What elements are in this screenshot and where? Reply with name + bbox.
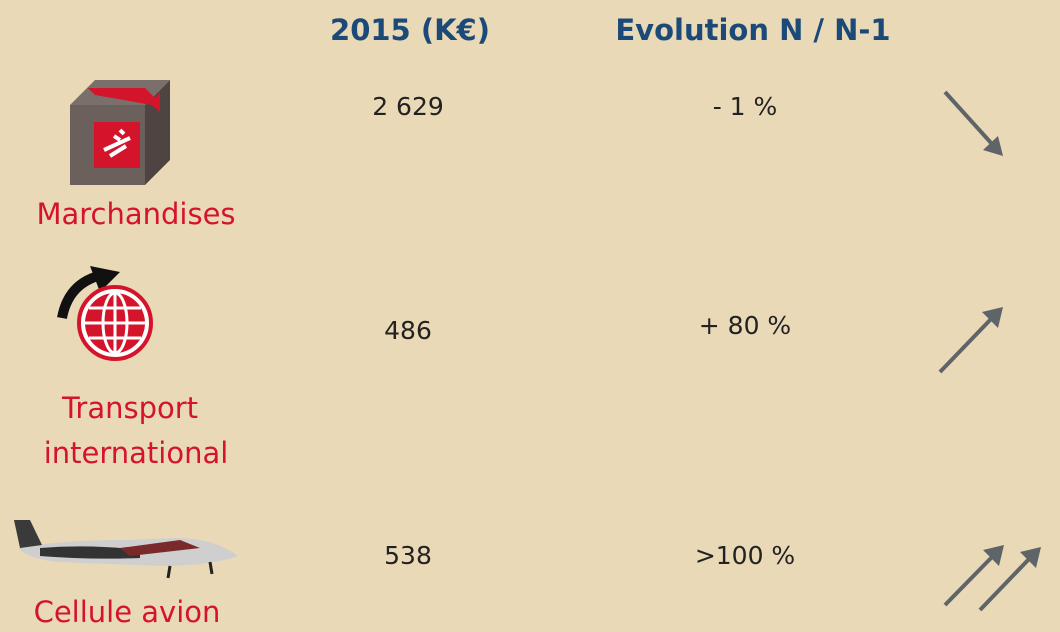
row-label: Transport <box>61 391 198 425</box>
column-header: 2015 (K€) <box>330 13 490 47</box>
trend-double-up-arrow <box>943 545 1041 612</box>
box-icon <box>70 80 170 185</box>
value: 486 <box>384 316 432 345</box>
value: 538 <box>384 541 432 570</box>
row-label: Marchandises <box>36 197 235 231</box>
column-header: Evolution N / N-1 <box>615 13 890 47</box>
trend-up-arrow <box>938 307 1003 374</box>
evolution: + 80 % <box>699 311 791 340</box>
evolution: >100 % <box>695 541 795 570</box>
evolution: - 1 % <box>713 92 778 121</box>
globe-icon <box>57 266 153 361</box>
plane-icon <box>14 520 238 579</box>
row-label: Cellule avion <box>34 595 221 629</box>
trend-down-arrow <box>943 90 1003 156</box>
row-label: international <box>44 436 229 470</box>
value: 2 629 <box>372 92 444 121</box>
